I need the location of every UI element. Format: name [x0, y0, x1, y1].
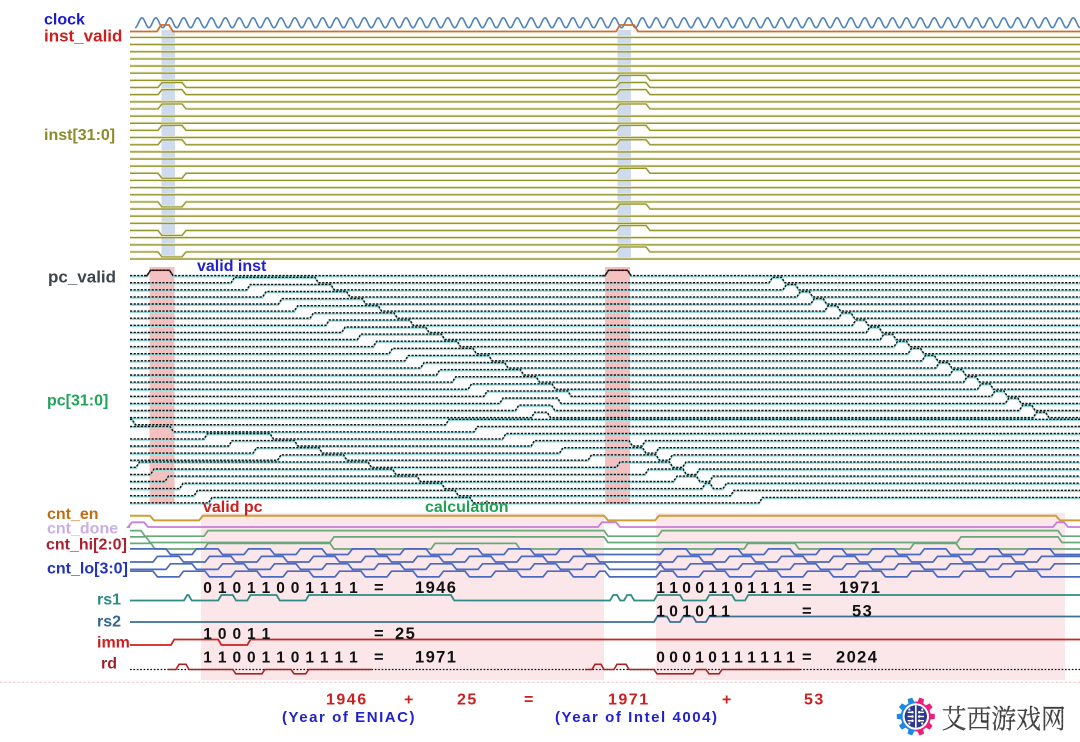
- svg-text:25: 25: [457, 692, 478, 709]
- svg-text:=: =: [524, 692, 535, 709]
- svg-text:1: 1: [247, 580, 256, 597]
- svg-text:0: 0: [218, 626, 227, 643]
- svg-text:1: 1: [203, 626, 212, 643]
- svg-text:inst[31:0]: inst[31:0]: [44, 127, 115, 144]
- svg-text:1: 1: [218, 650, 227, 667]
- svg-text:1: 1: [305, 580, 314, 597]
- svg-text:=: =: [374, 625, 384, 643]
- svg-text:0: 0: [682, 580, 691, 597]
- svg-text:0: 0: [232, 626, 241, 643]
- svg-text:0: 0: [656, 650, 665, 667]
- svg-text:1971: 1971: [415, 649, 457, 667]
- svg-text:1: 1: [349, 650, 358, 667]
- svg-text:(Year of Intel 4004): (Year of Intel 4004): [555, 709, 719, 726]
- svg-text:0: 0: [708, 650, 717, 667]
- svg-text:0: 0: [203, 580, 212, 597]
- svg-text:1946: 1946: [415, 579, 457, 597]
- svg-text:+: +: [404, 692, 415, 709]
- svg-text:=: =: [374, 649, 384, 667]
- svg-text:1: 1: [320, 580, 329, 597]
- svg-text:1: 1: [682, 604, 691, 621]
- svg-text:0: 0: [669, 650, 678, 667]
- svg-text:1: 1: [656, 580, 665, 597]
- svg-text:1: 1: [721, 580, 730, 597]
- svg-text:rs1: rs1: [97, 592, 121, 609]
- svg-text:1: 1: [695, 650, 704, 667]
- svg-text:1: 1: [334, 650, 343, 667]
- svg-text:0: 0: [695, 580, 704, 597]
- svg-text:valid inst: valid inst: [197, 258, 267, 275]
- svg-text:1946: 1946: [326, 692, 368, 709]
- svg-text:1: 1: [218, 580, 227, 597]
- svg-text:0: 0: [232, 650, 241, 667]
- svg-text:1: 1: [734, 650, 743, 667]
- svg-text:0: 0: [695, 604, 704, 621]
- svg-text:clock: clock: [44, 12, 85, 29]
- svg-text:1: 1: [320, 650, 329, 667]
- svg-text:=: =: [374, 579, 384, 597]
- svg-text:1: 1: [276, 650, 285, 667]
- svg-text:=: =: [802, 603, 812, 621]
- svg-text:1: 1: [760, 580, 769, 597]
- svg-text:cnt_en: cnt_en: [47, 506, 99, 523]
- svg-text:1: 1: [721, 650, 730, 667]
- svg-text:1: 1: [786, 650, 795, 667]
- svg-text:imm: imm: [97, 635, 130, 652]
- svg-text:cnt_lo[3:0]: cnt_lo[3:0]: [47, 561, 128, 578]
- svg-text:1: 1: [656, 604, 665, 621]
- svg-text:1: 1: [708, 580, 717, 597]
- svg-text:0: 0: [682, 650, 691, 667]
- svg-text:pc[31:0]: pc[31:0]: [47, 393, 108, 410]
- svg-text:53: 53: [852, 603, 873, 621]
- svg-text:1: 1: [305, 650, 314, 667]
- svg-text:cnt_done: cnt_done: [47, 521, 118, 538]
- svg-text:0: 0: [734, 580, 743, 597]
- svg-text:1: 1: [773, 580, 782, 597]
- svg-text:1: 1: [334, 580, 343, 597]
- svg-text:0: 0: [291, 650, 300, 667]
- svg-text:1: 1: [747, 580, 756, 597]
- svg-text:=: =: [802, 579, 812, 597]
- svg-text:0: 0: [291, 580, 300, 597]
- svg-text:=: =: [802, 649, 812, 667]
- svg-text:0: 0: [247, 650, 256, 667]
- svg-text:2024: 2024: [836, 649, 878, 667]
- svg-text:calculation: calculation: [425, 499, 509, 516]
- svg-text:rd: rd: [101, 656, 117, 673]
- svg-text:1: 1: [747, 650, 756, 667]
- svg-text:53: 53: [804, 692, 825, 709]
- svg-text:(Year of ENIAC): (Year of ENIAC): [282, 709, 416, 726]
- svg-text:+: +: [722, 692, 733, 709]
- svg-text:0: 0: [232, 580, 241, 597]
- svg-text:1: 1: [760, 650, 769, 667]
- svg-text:1: 1: [262, 650, 271, 667]
- svg-text:1: 1: [721, 604, 730, 621]
- svg-text:1: 1: [262, 626, 271, 643]
- svg-text:1971: 1971: [839, 579, 881, 597]
- svg-text:rs2: rs2: [97, 614, 121, 631]
- svg-text:1: 1: [708, 604, 717, 621]
- svg-text:1: 1: [247, 626, 256, 643]
- svg-text:1: 1: [773, 650, 782, 667]
- svg-text:pc_valid: pc_valid: [48, 268, 116, 287]
- svg-text:0: 0: [276, 580, 285, 597]
- svg-text:1971: 1971: [608, 692, 650, 709]
- svg-text:cnt_hi[2:0]: cnt_hi[2:0]: [46, 537, 127, 554]
- svg-text:1: 1: [262, 580, 271, 597]
- svg-text:valid pc: valid pc: [203, 499, 263, 516]
- svg-text:1: 1: [669, 580, 678, 597]
- svg-text:1: 1: [786, 580, 795, 597]
- svg-text:0: 0: [669, 604, 678, 621]
- svg-text:1: 1: [349, 580, 358, 597]
- svg-text:inst_valid: inst_valid: [44, 27, 122, 46]
- svg-text:1: 1: [203, 650, 212, 667]
- svg-text:25: 25: [395, 625, 416, 643]
